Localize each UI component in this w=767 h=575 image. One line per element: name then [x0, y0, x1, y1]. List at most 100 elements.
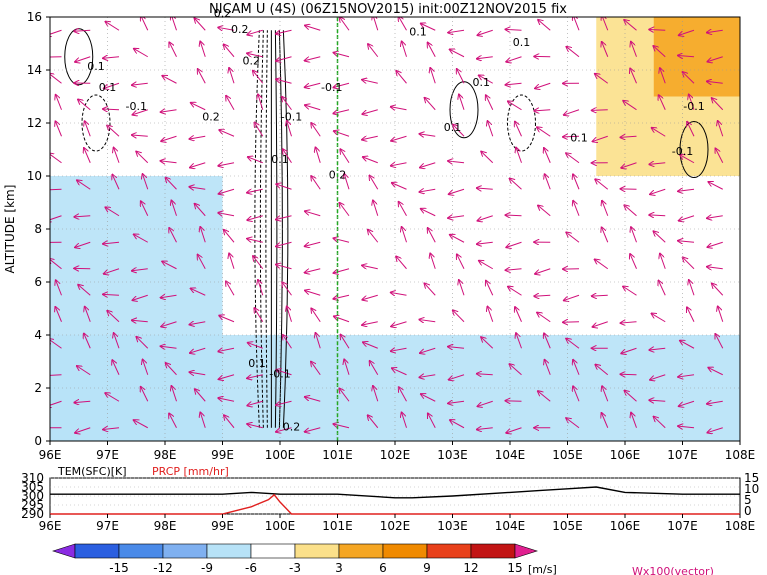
main-panel [50, 17, 740, 441]
wind-vector [535, 268, 551, 274]
wind-vector [477, 242, 493, 244]
wind-vector [78, 285, 91, 296]
wind-vector [195, 18, 206, 31]
wind-vector [305, 56, 321, 61]
wind-vector [104, 268, 120, 274]
wind-vector [253, 71, 264, 84]
wind-vector [103, 294, 120, 295]
wind-vector [56, 280, 62, 296]
wind-vector [448, 216, 465, 218]
wind-vector [283, 335, 292, 349]
wind-vector [621, 347, 637, 353]
wind-vector [707, 427, 723, 433]
contour-label: -0.1 [672, 145, 693, 158]
wind-vector [450, 49, 465, 58]
wind-vector [506, 401, 522, 402]
wind-vector [305, 290, 321, 296]
wind-vector [678, 189, 695, 191]
wind-vector [171, 201, 177, 216]
bottom-x-tick-label: 105E [552, 519, 583, 533]
wind-vector [316, 147, 321, 163]
colorbar-box [426, 543, 472, 559]
wind-vector [334, 82, 350, 87]
wind-vector [165, 178, 177, 190]
wind-vector [707, 216, 723, 218]
wind-vector [448, 401, 465, 403]
bottom-x-tick-label: 103E [437, 519, 468, 533]
wind-vector [200, 227, 206, 243]
wind-vector [659, 281, 666, 296]
wind-vector [708, 56, 723, 62]
contour-loop [507, 94, 536, 152]
wind-vector [77, 180, 91, 190]
colorbar-box [294, 543, 340, 559]
contour-label: 0.2 [231, 23, 249, 36]
wind-vector [399, 17, 407, 31]
y-tick-label: 8 [34, 222, 42, 236]
colorbar-label: -15 [109, 561, 129, 575]
wind-vector [305, 211, 321, 217]
wind-vector [402, 41, 407, 57]
wind-vector [564, 294, 580, 300]
contour-loop [679, 121, 709, 178]
wind-vector [516, 148, 522, 163]
wind-vector [50, 153, 62, 164]
wind-vector [114, 333, 120, 349]
wind-vector [344, 174, 350, 190]
wind-vector [419, 189, 436, 192]
wind-vector [218, 398, 235, 401]
wind-vector [566, 153, 580, 164]
wind-vector [506, 215, 522, 216]
wind-vector [487, 307, 494, 322]
wind-vector [391, 348, 407, 351]
wind-vector [621, 322, 637, 323]
wind-vector [420, 162, 436, 168]
wind-vector [544, 148, 551, 163]
wind-vector [630, 69, 637, 84]
wind-vector [276, 427, 292, 432]
wind-vector [50, 29, 62, 35]
wind-vector [602, 42, 609, 57]
wind-vector [448, 347, 465, 349]
wind-vector [55, 121, 62, 137]
contour-label: 0.1 [444, 121, 462, 134]
wind-vector [424, 283, 436, 296]
wind-vector [508, 287, 522, 296]
temperature-line [50, 486, 740, 499]
contour-label: 0.1 [473, 76, 491, 89]
wind-vector [478, 29, 493, 35]
colorbar-box [206, 543, 252, 559]
contour-label: 0.1 [87, 60, 105, 73]
wind-vector [592, 295, 608, 296]
wind-vector [399, 387, 407, 402]
wind-vector [649, 400, 666, 401]
u-region-4 [653, 17, 740, 97]
wind-vector [190, 347, 206, 353]
x-tick-label: 101E [322, 448, 353, 462]
wind-vector [305, 268, 321, 273]
grid-lines [50, 17, 740, 441]
wind-vector [189, 136, 206, 139]
wind-vector [105, 22, 120, 31]
wind-vector [169, 414, 177, 428]
wind-vector [573, 386, 580, 402]
wind-vector [652, 314, 666, 323]
wind-vector [477, 374, 493, 375]
wind-vector [544, 333, 551, 349]
wind-vector [218, 163, 235, 166]
wind-vector [219, 316, 235, 323]
u-region-2 [337, 202, 625, 335]
wind-vector [650, 374, 666, 380]
bottom-x-tick-label: 99E [211, 519, 234, 533]
x-tick-label: 108E [725, 448, 756, 462]
wind-vector [538, 20, 551, 31]
precipitation-line [50, 493, 740, 515]
wind-vector [718, 121, 724, 137]
wind-vector [516, 333, 522, 349]
colorbar-label: 3 [335, 561, 343, 575]
wind-vector [311, 362, 321, 376]
wind-vector [171, 17, 177, 31]
wind-vector [107, 125, 120, 137]
wind-vector [718, 307, 724, 322]
